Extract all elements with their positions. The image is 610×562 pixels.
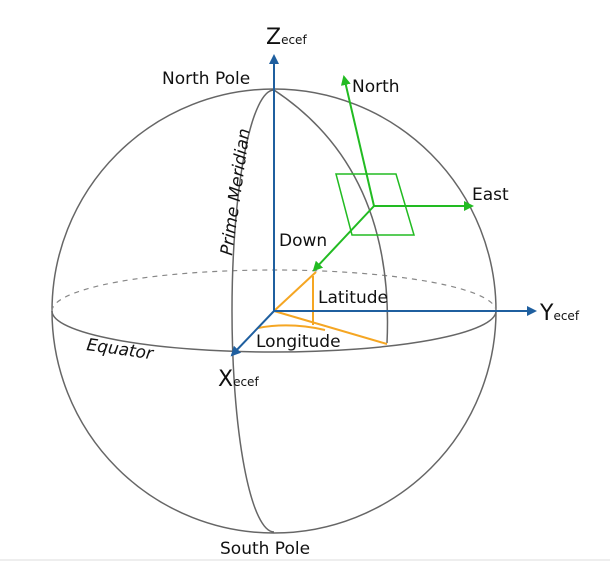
longitude-arc — [257, 324, 326, 331]
angles — [257, 271, 388, 345]
axes — [230, 54, 537, 357]
ned-frame — [312, 75, 474, 272]
longitude-line — [273, 310, 388, 345]
prime-meridian-label: Prime Meridian — [217, 127, 255, 256]
down-label: Down — [279, 231, 327, 251]
prime-meridian — [231, 89, 275, 533]
x-axis — [230, 310, 275, 357]
latitude-label: Latitude — [318, 288, 388, 308]
equator-front — [51, 310, 497, 353]
down-arrow — [312, 205, 375, 272]
z-label: Zecef — [266, 25, 307, 50]
south-pole-label: South Pole — [220, 539, 310, 559]
y-label: Yecef — [539, 301, 580, 326]
longitude-label: Longitude — [256, 332, 341, 352]
east-label: East — [472, 185, 509, 205]
latitude-line — [273, 271, 317, 312]
north-label: North — [352, 77, 400, 97]
x-label: Xecef — [218, 367, 259, 392]
equator-label: Equator — [85, 335, 155, 364]
tangent-plane — [335, 173, 416, 236]
north-arrow — [340, 75, 375, 207]
meridian — [273, 89, 389, 344]
north-pole-label: North Pole — [162, 69, 250, 89]
